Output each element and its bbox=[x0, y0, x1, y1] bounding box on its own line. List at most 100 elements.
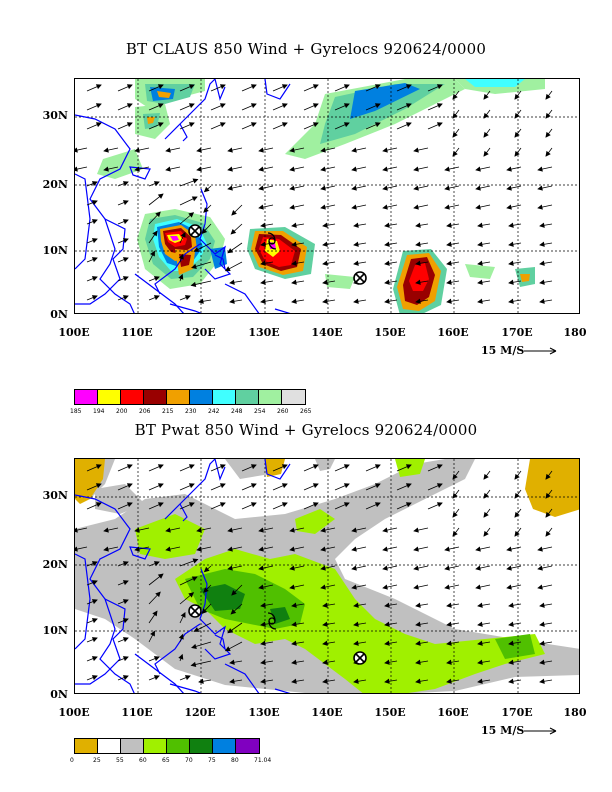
wind-vector-head bbox=[545, 93, 551, 100]
panel1-lat-label-10n: 10N bbox=[42, 244, 68, 257]
panel2-map bbox=[74, 458, 580, 694]
wind-vector-head bbox=[157, 193, 164, 199]
wind-vector-head bbox=[281, 84, 288, 90]
colorbar-swatch bbox=[75, 390, 98, 404]
wind-vector-head bbox=[165, 147, 171, 153]
wind-vector-head bbox=[219, 103, 226, 109]
wind-vector-head bbox=[193, 247, 200, 252]
wind-vector-head bbox=[203, 207, 209, 213]
wind-vector-head bbox=[165, 527, 171, 533]
wind-vector-head bbox=[122, 618, 129, 624]
wind-vector-head bbox=[539, 602, 545, 608]
wind-vector-head bbox=[178, 273, 184, 280]
wind-vector-head bbox=[91, 181, 98, 187]
wind-vector-head bbox=[153, 675, 160, 681]
panel1-map-canvas bbox=[75, 79, 579, 313]
wind-vector-head bbox=[374, 464, 381, 470]
wind-vector-head bbox=[178, 653, 184, 660]
wind-vector-head bbox=[539, 279, 545, 285]
wind-vector-head bbox=[196, 147, 202, 153]
wind-vector-head bbox=[444, 546, 450, 552]
wind-vector-head bbox=[446, 298, 452, 304]
panel1-lon-label: 130E bbox=[248, 326, 280, 339]
wind-vector-head bbox=[477, 241, 483, 247]
panel2-lon-label: 100E bbox=[58, 706, 90, 719]
wind-vector-head bbox=[322, 621, 328, 627]
wind-vector-head bbox=[122, 276, 129, 282]
wind-vector-head bbox=[289, 546, 295, 552]
wind-vector-head bbox=[483, 473, 489, 480]
wind-vector-head bbox=[508, 678, 514, 684]
wind-vector-head bbox=[289, 527, 295, 533]
wind-vector-head bbox=[203, 186, 210, 193]
wind-vector-head bbox=[413, 565, 419, 571]
wind-vector-head bbox=[291, 621, 297, 627]
wind-vector-head bbox=[374, 502, 381, 508]
panel2-gyre-marker-1 bbox=[188, 604, 202, 618]
wind-vector-head bbox=[224, 266, 231, 272]
wind-vector-head bbox=[475, 546, 481, 552]
wind-vector-head bbox=[545, 511, 551, 518]
wind-vector-head bbox=[353, 621, 359, 627]
panel1-colorbar bbox=[74, 389, 306, 405]
panel1-lat-label-30n: 30N bbox=[42, 109, 68, 122]
wind-vector-head bbox=[351, 527, 357, 533]
wind-vector-head bbox=[150, 250, 155, 257]
wind-vector-head bbox=[103, 147, 109, 153]
wind-vector-head bbox=[477, 621, 483, 627]
wind-vector-head bbox=[413, 185, 419, 191]
wind-vector-head bbox=[320, 166, 326, 172]
wind-vector-head bbox=[291, 222, 297, 228]
wind-vector-head bbox=[260, 279, 266, 285]
wind-vector-head bbox=[95, 502, 102, 508]
wind-vector-head bbox=[343, 464, 350, 470]
wind-vector-head bbox=[126, 84, 133, 90]
wind-vector-head bbox=[475, 166, 481, 172]
wind-vector-head bbox=[343, 84, 350, 90]
wind-vector-head bbox=[122, 561, 129, 567]
wind-vector-head bbox=[188, 483, 195, 489]
wind-vector-head bbox=[230, 608, 237, 615]
colorbar-tick-label: 75 bbox=[208, 757, 216, 764]
wind-vector-head bbox=[201, 228, 208, 234]
wind-vector-head bbox=[444, 565, 450, 571]
wind-vector-head bbox=[477, 640, 483, 646]
wind-vector-head bbox=[281, 483, 288, 489]
wind-vector-head bbox=[413, 546, 419, 552]
colorbar-tick-label: 242 bbox=[208, 408, 220, 415]
panel1-lon-label: 180 bbox=[563, 326, 587, 339]
wind-vector-head bbox=[188, 84, 195, 90]
wind-vector-head bbox=[281, 502, 288, 508]
colorbar-swatch bbox=[98, 390, 121, 404]
wind-vector-head bbox=[184, 295, 191, 301]
wind-vector-head bbox=[258, 584, 264, 590]
wind-vector-head bbox=[384, 659, 390, 665]
wind-vector-head bbox=[415, 222, 421, 228]
wind-vector-head bbox=[374, 103, 381, 109]
panel2-lat-label-10n: 10N bbox=[42, 624, 68, 637]
wind-vector-head bbox=[320, 185, 326, 191]
wind-vector-head bbox=[322, 602, 328, 608]
wind-vector-head bbox=[91, 675, 98, 681]
panel1-gyre-marker-2 bbox=[353, 271, 367, 285]
wind-vector-head bbox=[382, 565, 388, 571]
wind-vector-head bbox=[250, 122, 257, 128]
colorbar-tick-label: 60 bbox=[139, 757, 147, 764]
wind-vector-head bbox=[382, 166, 388, 172]
wind-vector-head bbox=[91, 238, 98, 244]
wind-vector-head bbox=[452, 131, 458, 138]
wind-vector-head bbox=[260, 260, 266, 266]
wind-vector-head bbox=[382, 527, 388, 533]
wind-vector-head bbox=[413, 204, 419, 210]
wind-vector-head bbox=[322, 279, 328, 285]
wind-vector-head bbox=[224, 646, 231, 652]
wind-vector-head bbox=[382, 546, 388, 552]
wind-vector-head bbox=[514, 150, 520, 157]
colorbar-swatch bbox=[236, 390, 259, 404]
wind-vector-head bbox=[508, 279, 514, 285]
wind-vector-head bbox=[229, 279, 235, 285]
wind-vector-head bbox=[452, 530, 458, 537]
wind-vector-head bbox=[122, 200, 129, 206]
wind-vector-head bbox=[291, 602, 297, 608]
wind-vector-head bbox=[122, 257, 129, 263]
